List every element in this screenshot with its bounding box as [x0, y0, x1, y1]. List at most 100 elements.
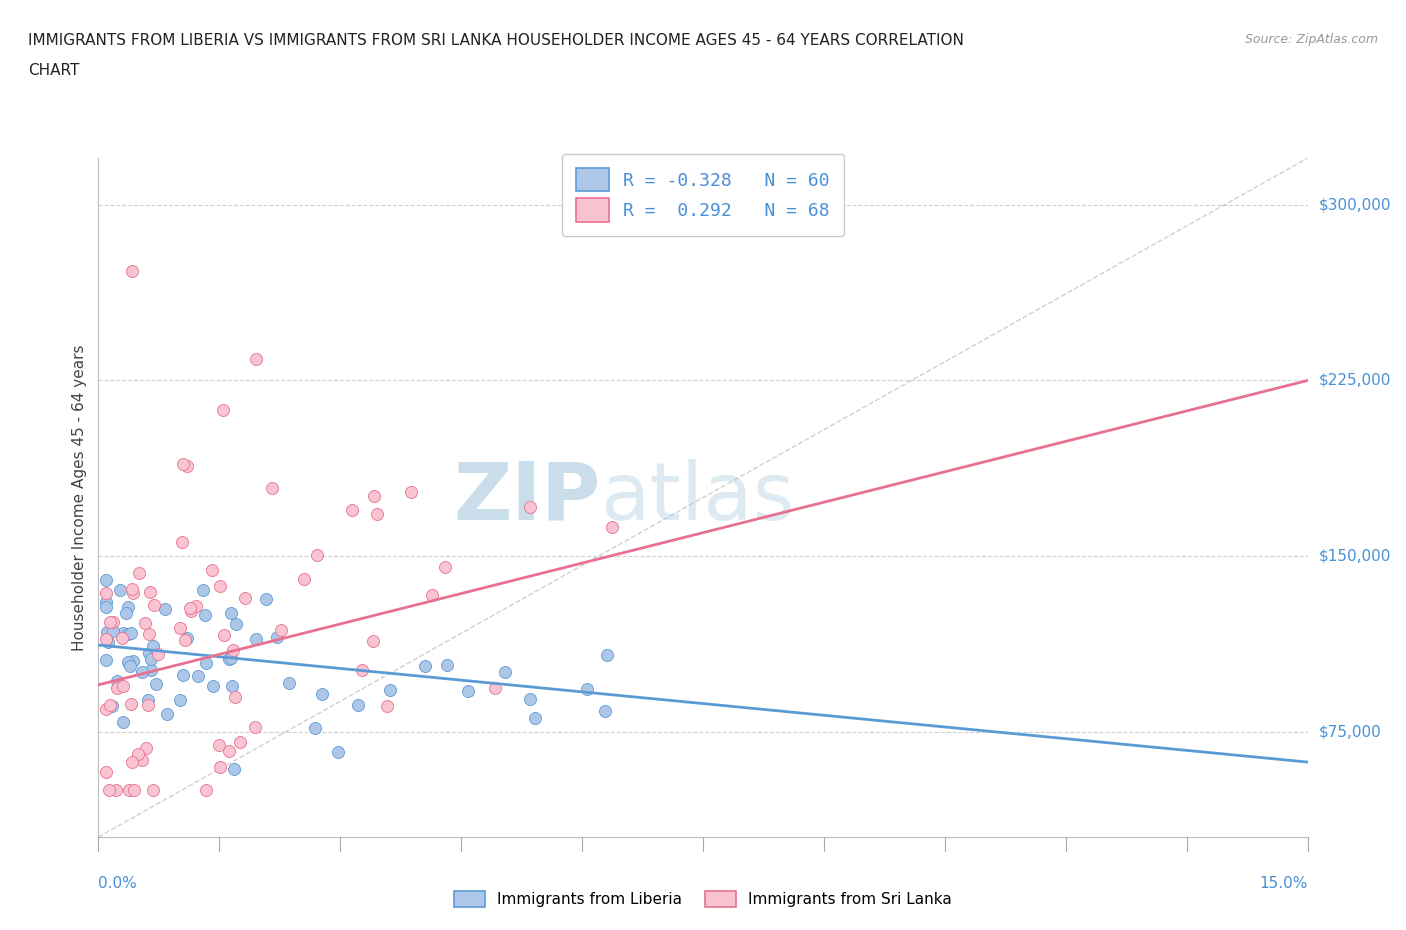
Text: Source: ZipAtlas.com: Source: ZipAtlas.com [1244, 33, 1378, 46]
Point [524, 711, 547, 725]
Text: $225,000: $225,000 [1319, 373, 1391, 388]
Point [352, 662, 374, 677]
Point [270, 623, 292, 638]
Point [243, 720, 266, 735]
Point [112, 714, 135, 729]
Point [112, 626, 135, 641]
Point [124, 783, 146, 798]
Point [128, 565, 150, 580]
Point [174, 633, 197, 648]
Point [120, 626, 142, 641]
Point [340, 502, 363, 517]
Point [202, 678, 225, 693]
Point [155, 707, 177, 722]
Text: IMMIGRANTS FROM LIBERIA VS IMMIGRANTS FROM SRI LANKA HOUSEHOLDER INCOME AGES 45 : IMMIGRANTS FROM LIBERIA VS IMMIGRANTS FR… [28, 33, 965, 47]
Point [138, 627, 160, 642]
Point [225, 617, 247, 631]
Point [120, 697, 142, 711]
Point [494, 665, 516, 680]
Point [211, 403, 233, 418]
Point [134, 616, 156, 631]
Point [131, 753, 153, 768]
Point [120, 658, 142, 673]
Point [187, 669, 209, 684]
Point [380, 682, 402, 697]
Point [103, 624, 125, 639]
Point [260, 481, 283, 496]
Point [169, 692, 191, 707]
Point [114, 605, 136, 620]
Point [96, 585, 118, 600]
Point [142, 639, 165, 654]
Point [399, 485, 422, 499]
Point [208, 737, 231, 752]
Text: ZIP: ZIP [453, 458, 600, 537]
Point [112, 679, 135, 694]
Point [179, 600, 201, 615]
Point [195, 783, 218, 798]
Point [98, 698, 121, 713]
Point [433, 559, 456, 574]
Point [218, 652, 240, 667]
Text: CHART: CHART [28, 63, 80, 78]
Point [222, 642, 245, 657]
Legend: Immigrants from Liberia, Immigrants from Sri Lanka: Immigrants from Liberia, Immigrants from… [449, 884, 957, 913]
Point [96, 600, 118, 615]
Point [366, 507, 388, 522]
Point [224, 761, 246, 776]
Point [245, 352, 267, 366]
Point [375, 698, 398, 713]
Point [96, 764, 118, 779]
Text: $150,000: $150,000 [1319, 549, 1391, 564]
Point [484, 680, 506, 695]
Point [121, 263, 143, 278]
Point [305, 547, 328, 562]
Point [176, 631, 198, 645]
Point [110, 631, 132, 645]
Point [121, 582, 143, 597]
Point [413, 658, 436, 673]
Y-axis label: Householder Income Ages 45 - 64 years: Householder Income Ages 45 - 64 years [72, 344, 87, 651]
Point [139, 584, 162, 599]
Point [105, 681, 128, 696]
Text: 0.0%: 0.0% [98, 876, 138, 891]
Point [600, 519, 623, 534]
Point [169, 621, 191, 636]
Point [135, 741, 157, 756]
Point [218, 743, 240, 758]
Point [208, 578, 231, 593]
Point [519, 499, 541, 514]
Point [97, 635, 120, 650]
Point [139, 663, 162, 678]
Point [127, 747, 149, 762]
Point [121, 755, 143, 770]
Point [254, 591, 277, 606]
Legend: R = -0.328   N = 60, R =  0.292   N = 68: R = -0.328 N = 60, R = 0.292 N = 68 [562, 153, 844, 236]
Point [96, 625, 118, 640]
Point [229, 735, 252, 750]
Point [138, 645, 160, 660]
Point [304, 720, 326, 735]
Point [219, 650, 242, 665]
Point [172, 668, 194, 683]
Point [153, 602, 176, 617]
Text: $75,000: $75,000 [1319, 724, 1382, 739]
Point [292, 571, 315, 586]
Point [142, 783, 165, 798]
Point [122, 654, 145, 669]
Point [201, 562, 224, 577]
Point [457, 684, 479, 698]
Point [176, 458, 198, 473]
Point [436, 658, 458, 672]
Point [328, 745, 350, 760]
Point [142, 598, 165, 613]
Point [194, 607, 217, 622]
Text: 15.0%: 15.0% [1260, 876, 1308, 891]
Point [224, 690, 246, 705]
Point [346, 698, 368, 713]
Point [101, 698, 124, 713]
Point [138, 698, 160, 713]
Point [96, 631, 118, 646]
Point [117, 655, 139, 670]
Point [180, 604, 202, 618]
